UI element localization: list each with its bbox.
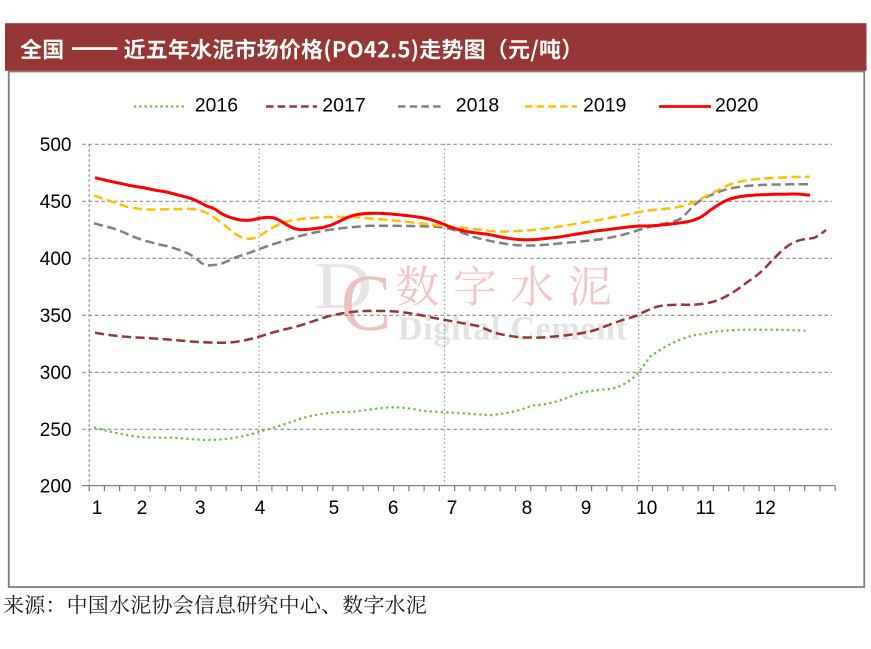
svg-text:8: 8	[522, 498, 533, 519]
svg-text:250: 250	[40, 420, 72, 441]
svg-text:350: 350	[40, 306, 72, 327]
svg-text:450: 450	[40, 192, 72, 213]
svg-text:10: 10	[636, 498, 657, 519]
svg-text:300: 300	[40, 363, 72, 384]
svg-text:5: 5	[329, 498, 340, 519]
svg-text:2020: 2020	[715, 95, 759, 117]
svg-text:4: 4	[255, 498, 266, 519]
svg-text:6: 6	[388, 498, 399, 519]
svg-text:2017: 2017	[322, 95, 365, 117]
svg-text:2019: 2019	[583, 95, 626, 117]
svg-text:500: 500	[40, 135, 72, 156]
svg-text:1: 1	[92, 498, 103, 519]
svg-text:2: 2	[137, 498, 148, 519]
svg-text:2016: 2016	[195, 95, 238, 117]
svg-text:3: 3	[195, 498, 206, 519]
svg-text:9: 9	[581, 498, 592, 519]
svg-text:11: 11	[696, 498, 716, 519]
svg-text:Digital Cement: Digital Cement	[398, 310, 628, 347]
svg-text:400: 400	[40, 249, 72, 270]
svg-text:12: 12	[755, 498, 776, 519]
svg-text:7: 7	[447, 498, 458, 519]
svg-text:200: 200	[40, 476, 72, 497]
svg-text:2018: 2018	[456, 95, 499, 117]
svg-text:C: C	[341, 257, 391, 347]
